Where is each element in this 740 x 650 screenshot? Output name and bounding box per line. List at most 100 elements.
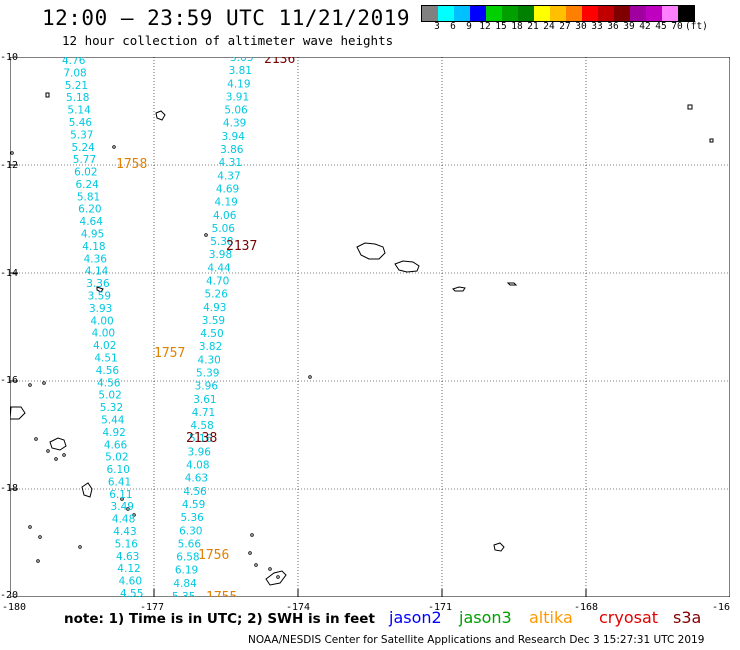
color-legend-label: 45 <box>655 21 667 32</box>
lon-label: -16 <box>712 602 731 613</box>
islet-mark <box>248 551 252 555</box>
wave-height-label: 5.14 <box>67 105 91 117</box>
wave-height-label: 4.19 <box>227 78 250 90</box>
color-swatch <box>614 6 630 21</box>
wave-height-label: 5.38 <box>210 236 233 248</box>
wave-height-label: 4.12 <box>117 563 140 575</box>
wave-height-label: 5.16 <box>189 433 213 445</box>
wave-height-label: 4.19 <box>214 197 237 209</box>
lat-label: -16 <box>0 375 19 386</box>
island-outline <box>687 104 693 110</box>
wave-height-label: 4.00 <box>90 315 113 327</box>
pass-number-label: 1757 <box>154 346 185 361</box>
island-outline <box>45 92 50 98</box>
wave-height-label: 4.51 <box>94 352 117 364</box>
wave-height-label: 4.55 <box>120 588 143 597</box>
wave-height-label: 4.93 <box>203 302 226 314</box>
map-svg: 4.767.085.215.185.145.465.375.245.776.02… <box>9 52 731 605</box>
wave-height-label: 4.06 <box>213 210 237 222</box>
island-outline <box>81 482 93 498</box>
color-swatch <box>454 6 470 21</box>
wave-height-label: 6.19 <box>175 565 198 577</box>
wave-height-label: 6.30 <box>179 525 202 537</box>
wave-height-label: 3.86 <box>220 144 244 156</box>
map-panel: 4.76 7.08 5.21 5.18 5.14 5.46 5.37 5.24 5.77 6.02… <box>9 52 731 605</box>
wave-height-label: 4.50 <box>200 328 223 340</box>
color-legend-label: 39 <box>623 21 635 32</box>
islet-mark <box>78 545 82 549</box>
lat-label: -12 <box>0 160 19 171</box>
wave-height-label: 6.58 <box>176 552 199 564</box>
islet-mark <box>250 533 254 537</box>
page-title: 12:00 — 23:59 UTC 11/21/2019 <box>42 6 411 30</box>
wave-height-label: 4.56 <box>96 365 120 377</box>
islet-mark <box>276 575 280 579</box>
islet-mark <box>132 513 136 517</box>
wave-height-label: 4.70 <box>206 275 229 287</box>
wave-height-label: 3.59 <box>202 315 225 327</box>
wave-height-label: 4.76 <box>62 57 86 67</box>
color-swatch <box>534 6 550 21</box>
page-subtitle: 12 hour collection of altimeter wave hei… <box>62 33 394 48</box>
wave-height-label: 4.71 <box>192 407 215 419</box>
pass-number-label: 1756 <box>198 548 229 563</box>
wave-height-label: 5.26 <box>205 289 229 301</box>
wave-height-label: 4.30 <box>197 354 220 366</box>
lat-label: -20 <box>0 590 19 601</box>
color-swatch <box>486 6 502 21</box>
color-legend-label: 3 <box>434 21 440 32</box>
color-swatch <box>646 6 662 21</box>
wave-height-label: 5.77 <box>73 154 96 166</box>
pass-number-label: 2138 <box>186 431 217 446</box>
color-swatch <box>582 6 598 21</box>
wave-height-label: 3.93 <box>89 303 112 315</box>
island-outline <box>709 138 714 143</box>
island-outline <box>394 260 420 273</box>
wave-height-label: 4.66 <box>104 439 128 451</box>
color-legend-label: 6 <box>450 21 456 32</box>
islet-mark <box>120 497 124 501</box>
color-swatch <box>630 6 646 21</box>
lat-label: -18 <box>0 483 19 494</box>
color-swatch <box>438 6 454 21</box>
color-swatch <box>566 6 582 21</box>
wave-height-label: 5.02 <box>105 452 128 464</box>
island-outline <box>506 282 518 286</box>
wave-height-label: 3.61 <box>193 394 216 406</box>
color-legend-label: 30 <box>575 21 587 32</box>
wave-height-label: 4.64 <box>80 216 104 228</box>
wave-height-label: 3.81 <box>229 65 252 77</box>
islet-mark <box>42 381 46 385</box>
wave-height-label: 5.44 <box>101 414 125 426</box>
color-legend-label: 70 <box>671 21 683 32</box>
islet-mark <box>308 375 312 379</box>
islet-mark <box>46 449 50 453</box>
wave-height-label: 4.59 <box>182 499 205 511</box>
lon-label: -168 <box>574 602 599 613</box>
wave-height-label: 4.18 <box>82 241 105 253</box>
wave-height-label: 5.24 <box>71 142 95 154</box>
color-swatch <box>422 6 438 21</box>
lat-label: -14 <box>0 268 19 279</box>
wave-height-label: 4.31 <box>219 157 242 169</box>
wave-height-label: 4.56 <box>183 486 207 498</box>
wave-height-label: 4.92 <box>102 427 125 439</box>
color-legend-label: 9 <box>466 21 472 32</box>
color-swatch <box>518 6 534 21</box>
color-legend-label: 12 <box>479 21 491 32</box>
wave-height-label: 5.32 <box>100 402 123 414</box>
wave-height-label: 4.08 <box>186 460 209 472</box>
wave-height-label: 5.21 <box>65 80 88 92</box>
wave-height-label: 3.49 <box>111 501 134 513</box>
islet-mark <box>112 145 116 149</box>
satellite-legend-entry: s3a <box>673 608 702 627</box>
wave-height-label: 4.00 <box>92 328 115 340</box>
lat-label: -10 <box>0 52 19 63</box>
wave-height-label: 5.37 <box>70 129 93 141</box>
wave-height-label: 4.44 <box>207 262 231 274</box>
wave-height-label: 5.06 <box>212 223 236 235</box>
satellite-legend-entry: jason3 <box>459 608 512 627</box>
islet-mark <box>54 457 58 461</box>
color-swatch <box>470 6 486 21</box>
color-legend-label: 15 <box>495 21 507 32</box>
